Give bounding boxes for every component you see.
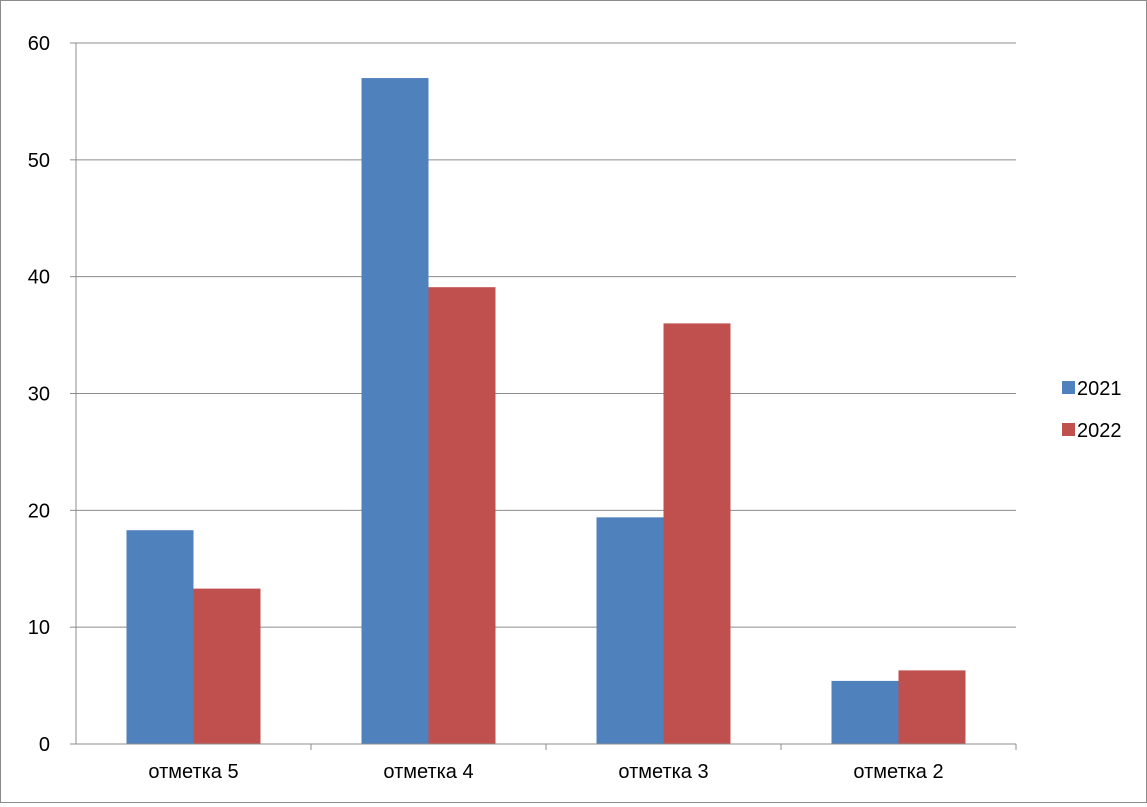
bar-2021-1 <box>126 530 194 744</box>
y-tick-label: 40 <box>28 267 50 289</box>
legend-label-2021: 2021 <box>1077 378 1122 400</box>
bar-2022-1 <box>193 588 261 744</box>
x-tick-label: отметка 4 <box>383 761 473 783</box>
bar-2021-4 <box>831 680 899 744</box>
y-tick-label: 60 <box>28 33 50 55</box>
y-tick-label: 20 <box>28 500 50 522</box>
bar-2022-4 <box>898 670 966 744</box>
bars <box>126 78 966 745</box>
x-tick-label: отметка 2 <box>853 761 943 783</box>
bar-2021-2 <box>361 78 429 745</box>
x-tick-labels: отметка 5 отметка 4 отметка 3 отметка 2 <box>148 761 943 783</box>
y-tick-label: 30 <box>28 384 50 406</box>
y-tick-label: 50 <box>28 150 50 172</box>
axes <box>70 42 1017 750</box>
legend-swatch-2022 <box>1062 423 1075 436</box>
legend-label-2022: 2022 <box>1077 420 1122 442</box>
x-tick-label: отметка 5 <box>148 761 238 783</box>
bar-2021-3 <box>596 517 664 744</box>
legend: 2021 2022 <box>1062 378 1122 442</box>
y-tick-label: 0 <box>39 734 50 756</box>
y-tick-labels: 0 10 20 30 40 50 60 <box>28 33 50 756</box>
x-tick-label: отметка 3 <box>618 761 708 783</box>
legend-swatch-2021 <box>1062 381 1075 394</box>
bar-2022-2 <box>428 287 496 744</box>
bar-2022-3 <box>663 323 731 744</box>
y-tick-label: 10 <box>28 617 50 639</box>
gridlines <box>76 42 1016 628</box>
